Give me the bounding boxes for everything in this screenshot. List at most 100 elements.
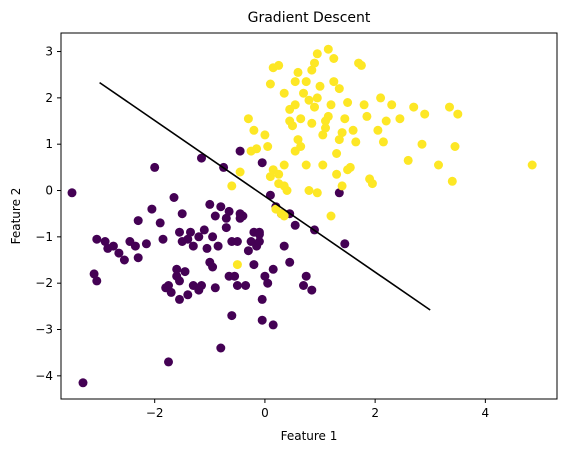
data-point-class-1 bbox=[359, 100, 369, 110]
data-point-class-0 bbox=[340, 239, 350, 249]
data-point-class-0 bbox=[208, 262, 218, 272]
data-point-class-1 bbox=[232, 260, 242, 270]
data-point-class-1 bbox=[252, 144, 262, 154]
data-point-class-0 bbox=[158, 234, 168, 244]
data-point-class-1 bbox=[326, 211, 336, 221]
data-point-class-0 bbox=[243, 246, 253, 256]
data-point-class-0 bbox=[221, 223, 231, 233]
data-point-class-1 bbox=[387, 100, 397, 110]
data-point-class-0 bbox=[188, 241, 198, 251]
data-point-class-1 bbox=[310, 102, 319, 112]
data-point-class-1 bbox=[288, 121, 297, 131]
data-point-class-1 bbox=[312, 93, 322, 103]
data-point-class-0 bbox=[232, 237, 242, 246]
data-point-class-1 bbox=[378, 137, 388, 147]
data-point-class-0 bbox=[257, 315, 267, 325]
y-tick-label: −3 bbox=[35, 323, 53, 337]
data-point-class-0 bbox=[205, 199, 215, 209]
data-point-class-0 bbox=[133, 216, 143, 226]
data-point-class-1 bbox=[235, 167, 245, 177]
data-point-class-1 bbox=[321, 123, 330, 133]
data-point-class-0 bbox=[290, 220, 300, 230]
data-point-class-0 bbox=[199, 225, 209, 235]
y-axis-label: Feature 2 bbox=[9, 188, 23, 245]
data-point-class-1 bbox=[332, 149, 342, 158]
x-tick-label: 0 bbox=[261, 406, 269, 420]
data-point-class-1 bbox=[307, 65, 317, 75]
data-point-class-0 bbox=[92, 234, 102, 244]
data-point-class-0 bbox=[89, 269, 99, 279]
data-point-class-0 bbox=[78, 378, 88, 388]
data-point-class-0 bbox=[301, 271, 311, 281]
data-point-class-1 bbox=[447, 176, 457, 186]
data-point-class-1 bbox=[312, 49, 322, 59]
data-point-class-0 bbox=[119, 255, 129, 265]
data-point-class-1 bbox=[296, 114, 306, 124]
x-axis-ticks: −2 0 2 4 bbox=[146, 399, 489, 420]
data-point-class-0 bbox=[100, 237, 110, 246]
data-point-class-1 bbox=[274, 169, 284, 179]
data-point-class-0 bbox=[194, 232, 204, 242]
data-point-class-1 bbox=[304, 186, 314, 195]
data-point-class-0 bbox=[268, 264, 278, 274]
data-point-class-0 bbox=[175, 227, 184, 237]
data-point-class-1 bbox=[312, 188, 322, 198]
data-point-class-1 bbox=[301, 77, 311, 87]
data-point-class-0 bbox=[230, 271, 240, 281]
data-point-class-1 bbox=[279, 160, 289, 170]
data-point-class-0 bbox=[141, 239, 151, 249]
data-point-class-0 bbox=[180, 267, 190, 277]
data-point-class-1 bbox=[351, 137, 361, 147]
data-point-class-0 bbox=[183, 290, 193, 300]
data-point-class-1 bbox=[279, 211, 289, 221]
data-point-class-0 bbox=[257, 158, 267, 168]
data-point-class-1 bbox=[274, 179, 284, 189]
y-tick-label: −2 bbox=[35, 276, 53, 290]
data-point-class-1 bbox=[227, 181, 237, 191]
data-point-class-1 bbox=[304, 95, 314, 105]
data-point-class-1 bbox=[318, 160, 328, 170]
data-point-class-1 bbox=[315, 81, 325, 91]
data-point-class-1 bbox=[356, 60, 366, 70]
data-point-class-0 bbox=[235, 213, 245, 223]
data-point-class-1 bbox=[310, 58, 319, 68]
data-point-class-0 bbox=[197, 153, 206, 163]
data-point-class-0 bbox=[177, 209, 187, 219]
data-point-class-1 bbox=[318, 130, 328, 140]
y-tick-label: 3 bbox=[45, 45, 53, 59]
data-point-class-1 bbox=[395, 114, 405, 124]
data-point-class-1 bbox=[381, 116, 391, 126]
decision-boundary-layer bbox=[99, 81, 431, 311]
data-point-class-1 bbox=[409, 102, 419, 112]
data-point-class-1 bbox=[293, 135, 303, 145]
data-point-class-1 bbox=[417, 139, 427, 149]
data-point-class-0 bbox=[249, 260, 259, 270]
data-point-class-0 bbox=[299, 281, 308, 290]
data-point-class-0 bbox=[279, 241, 289, 251]
data-point-class-1 bbox=[301, 160, 311, 170]
data-point-class-1 bbox=[243, 114, 253, 124]
data-point-class-1 bbox=[296, 142, 306, 151]
data-point-class-0 bbox=[197, 281, 206, 290]
data-point-class-0 bbox=[130, 241, 140, 251]
data-point-class-1 bbox=[263, 142, 273, 151]
data-point-class-1 bbox=[321, 116, 330, 126]
y-axis-ticks: −4 −3 −2 −1 0 1 2 3 bbox=[35, 45, 61, 383]
data-point-class-1 bbox=[337, 128, 347, 138]
x-axis-label: Feature 1 bbox=[281, 429, 338, 443]
data-point-class-0 bbox=[166, 287, 176, 297]
data-point-class-0 bbox=[114, 248, 124, 258]
y-tick-label: −4 bbox=[35, 369, 53, 383]
data-point-class-0 bbox=[227, 311, 237, 321]
data-point-class-1 bbox=[340, 114, 350, 124]
data-point-class-0 bbox=[260, 271, 270, 281]
y-tick-label: 1 bbox=[45, 137, 53, 151]
data-point-class-1 bbox=[326, 100, 336, 110]
data-point-class-0 bbox=[265, 190, 275, 200]
data-point-class-1 bbox=[334, 135, 344, 145]
data-point-class-1 bbox=[307, 118, 317, 128]
y-tick-label: −1 bbox=[35, 230, 53, 244]
data-point-class-1 bbox=[299, 88, 308, 98]
data-point-class-1 bbox=[332, 169, 342, 179]
